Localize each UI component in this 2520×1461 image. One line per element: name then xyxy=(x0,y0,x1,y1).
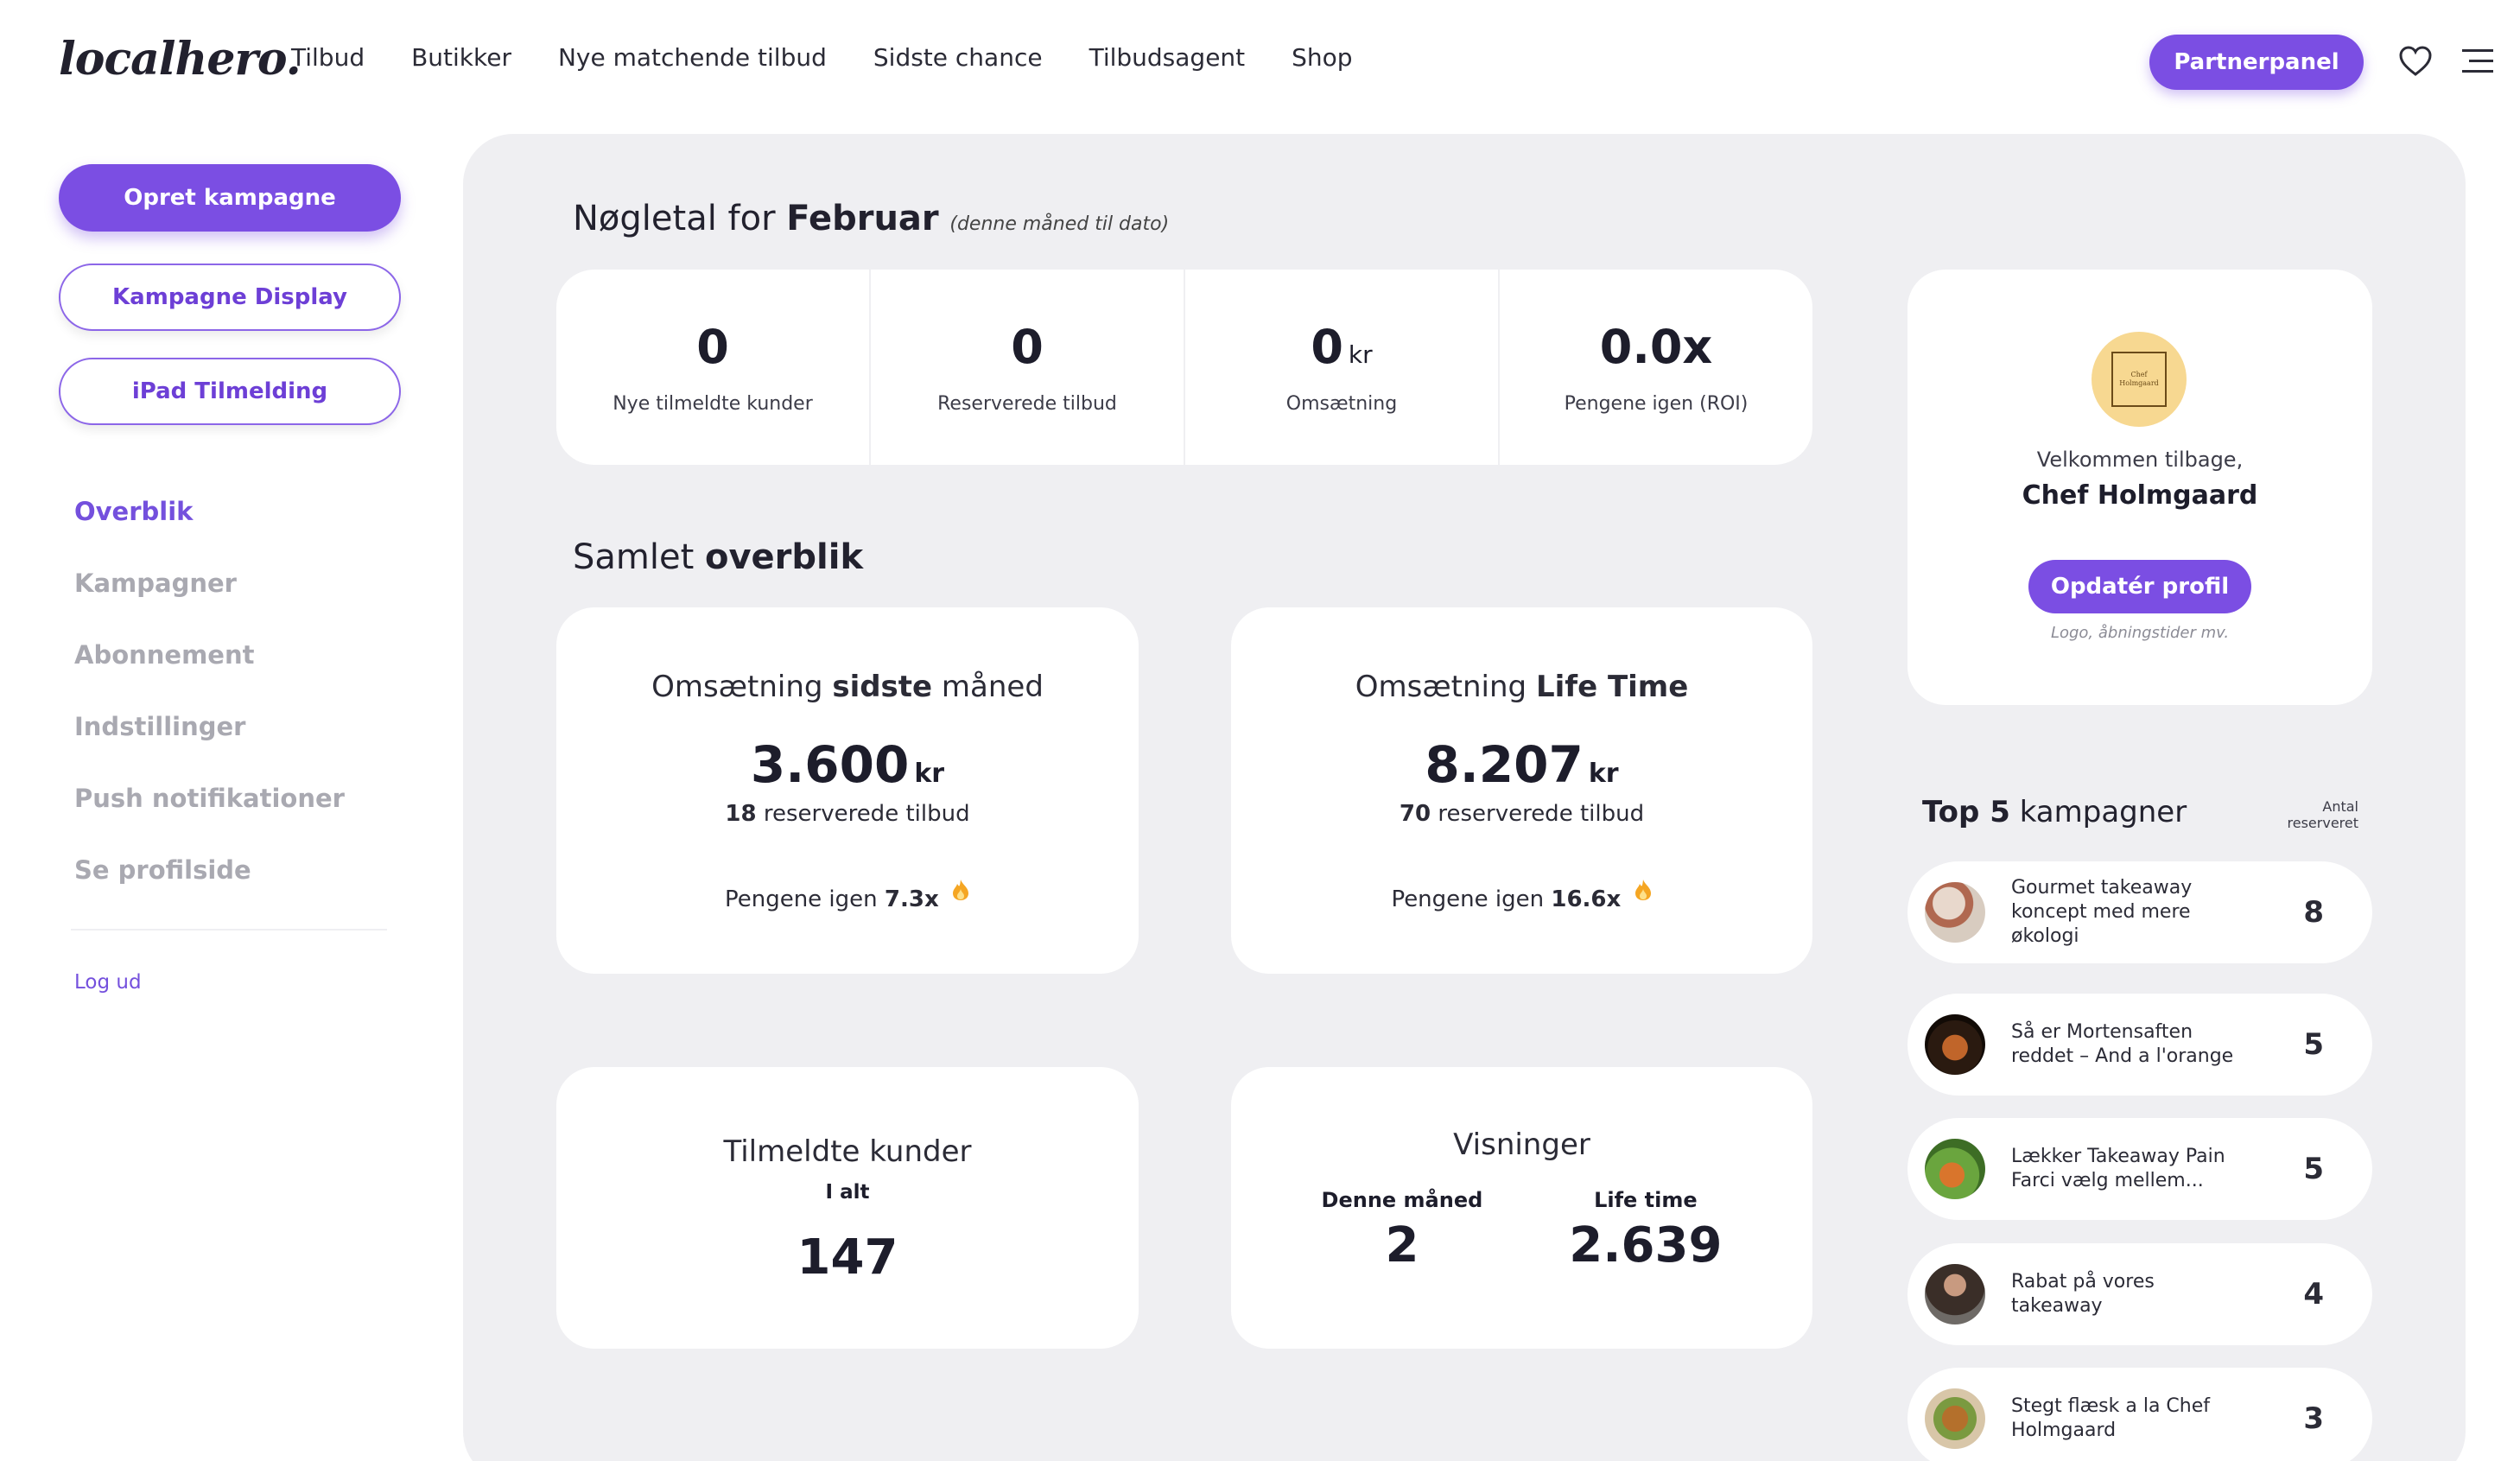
kpi-section-title: Nøgletal for Februar (denne måned til da… xyxy=(573,199,1170,238)
revenue-last-month-value: 3.600 kr xyxy=(750,735,945,794)
profile-card: Chef Holmgaard Velkommen tilbage, Chef Ho… xyxy=(1907,270,2372,705)
hamburger-menu-icon[interactable] xyxy=(2462,47,2493,76)
kpi-new-customers: 0 Nye tilmeldte kunder xyxy=(556,270,871,465)
views-month-value: 2 xyxy=(1385,1217,1419,1274)
nav-nye-matchende-tilbud[interactable]: Nye matchende tilbud xyxy=(557,43,827,72)
revenue-last-month-card: Omsætning sidste måned 3.600 kr 18 reserv… xyxy=(556,607,1139,974)
sidebar-item-push-notifikationer[interactable]: Push notifikationer xyxy=(74,784,345,813)
avatar: Chef Holmgaard xyxy=(2092,332,2187,427)
nav-tilbudsagent[interactable]: Tilbudsagent xyxy=(1089,43,1246,72)
nav-butikker[interactable]: Butikker xyxy=(411,43,511,72)
nav-tilbud[interactable]: Tilbud xyxy=(291,43,365,72)
sidebar-menu: Overblik Kampagner Abonnement Indstillin… xyxy=(74,494,345,924)
sidebar-item-kampagner[interactable]: Kampagner xyxy=(74,569,237,598)
nav-shop[interactable]: Shop xyxy=(1292,43,1353,72)
revenue-lifetime-card: Omsætning Life Time 8.207 kr 70 reservere… xyxy=(1231,607,1812,974)
fire-icon xyxy=(1635,880,1651,900)
kpi-card: 0 Nye tilmeldte kunder 0 Reserverede til… xyxy=(556,270,1812,465)
overview-section-title: Samlet overblik xyxy=(573,537,864,577)
nav-sidste-chance[interactable]: Sidste chance xyxy=(873,43,1043,72)
sidebar-item-overblik[interactable]: Overblik xyxy=(74,497,194,526)
update-profile-button[interactable]: Opdatér profil xyxy=(2028,560,2251,613)
kpi-revenue: 0 kr Omsætning xyxy=(1185,270,1500,465)
heart-icon[interactable] xyxy=(2398,45,2433,79)
views-card: Visninger Denne måned 2 Life time 2.639 xyxy=(1231,1067,1812,1349)
registered-customers-value: 147 xyxy=(797,1229,898,1286)
campaign-thumbnail xyxy=(1925,1139,1985,1199)
sidebar-item-se-profilside[interactable]: Se profilside xyxy=(74,855,251,885)
campaign-item[interactable]: Så er Mortensaften reddet – And a l'oran… xyxy=(1907,994,2372,1096)
campaign-thumbnail xyxy=(1925,882,1985,943)
sidebar-divider xyxy=(71,929,387,931)
revenue-lifetime-value: 8.207 kr xyxy=(1425,735,1619,794)
ipad-tilmelding-button[interactable]: iPad Tilmelding xyxy=(59,358,401,425)
views-lifetime-value: 2.639 xyxy=(1569,1217,1723,1274)
opret-kampagne-button[interactable]: Opret kampagne xyxy=(59,164,401,232)
campaign-item[interactable]: Stegt flæsk a la Chef Holmgaard 3 xyxy=(1907,1368,2372,1461)
chef-holmgaard-logo: Chef Holmgaard xyxy=(2111,352,2167,407)
localhero-logo[interactable]: localhero. xyxy=(59,33,302,86)
top5-column-label: Antal reserveret xyxy=(2287,798,2358,831)
campaign-item[interactable]: Lækker Takeaway Pain Farci vælg mellem..… xyxy=(1907,1118,2372,1220)
partnerpanel-button[interactable]: Partnerpanel xyxy=(2149,35,2364,90)
sidebar-item-indstillinger[interactable]: Indstillinger xyxy=(74,712,246,741)
campaign-item[interactable]: Gourmet takeaway koncept med mere økolog… xyxy=(1907,861,2372,963)
kpi-reserved-offers: 0 Reserverede tilbud xyxy=(871,270,1185,465)
campaign-item[interactable]: Rabat på vores takeaway 4 xyxy=(1907,1243,2372,1345)
main-nav: Tilbud Butikker Nye matchende tilbud Sid… xyxy=(291,43,1353,72)
top5-title: Top 5 kampagner xyxy=(1922,795,2187,829)
campaign-thumbnail xyxy=(1925,1264,1985,1324)
fire-icon xyxy=(953,880,969,900)
logout-link[interactable]: Log ud xyxy=(74,971,142,994)
sidebar-item-abonnement[interactable]: Abonnement xyxy=(74,640,255,670)
top-header: localhero. Tilbud Butikker Nye matchende… xyxy=(0,0,2520,125)
campaign-thumbnail xyxy=(1925,1388,1985,1449)
kpi-roi: 0.0x Pengene igen (ROI) xyxy=(1564,320,1749,415)
campaign-thumbnail xyxy=(1925,1014,1985,1075)
user-name: Chef Holmgaard xyxy=(2022,480,2258,511)
kampagne-display-button[interactable]: Kampagne Display xyxy=(59,264,401,331)
registered-customers-card: Tilmeldte kunder I alt 147 xyxy=(556,1067,1139,1349)
